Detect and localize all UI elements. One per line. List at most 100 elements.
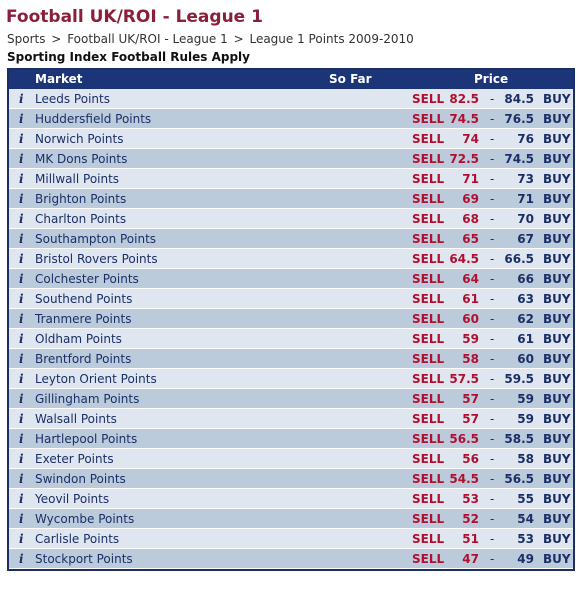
sell-button[interactable]: SELL: [412, 452, 445, 466]
info-icon[interactable]: i: [19, 132, 24, 146]
sell-button[interactable]: SELL: [412, 92, 445, 106]
info-icon[interactable]: i: [19, 512, 24, 526]
info-icon[interactable]: i: [19, 252, 24, 266]
buy-button[interactable]: BUY: [543, 332, 571, 346]
buy-button[interactable]: BUY: [543, 252, 571, 266]
info-icon[interactable]: i: [19, 392, 24, 406]
buy-button[interactable]: BUY: [543, 172, 571, 186]
breadcrumb-market[interactable]: League 1 Points 2009-2010: [249, 32, 414, 46]
sell-button[interactable]: SELL: [412, 552, 445, 566]
sell-button[interactable]: SELL: [412, 512, 445, 526]
sell-button[interactable]: SELL: [412, 532, 445, 546]
sell-button[interactable]: SELL: [412, 272, 445, 286]
buy-button[interactable]: BUY: [543, 132, 571, 146]
sell-button[interactable]: SELL: [412, 252, 445, 266]
info-icon[interactable]: i: [19, 532, 24, 546]
market-link[interactable]: Stockport Points: [35, 552, 133, 566]
breadcrumb-league[interactable]: Football UK/ROI - League 1: [67, 32, 228, 46]
buy-button[interactable]: BUY: [543, 372, 571, 386]
market-link[interactable]: Brighton Points: [35, 192, 127, 206]
info-icon[interactable]: i: [19, 352, 24, 366]
sell-button[interactable]: SELL: [412, 472, 445, 486]
buy-button[interactable]: BUY: [543, 192, 571, 206]
buy-button[interactable]: BUY: [543, 152, 571, 166]
market-link[interactable]: Oldham Points: [35, 332, 122, 346]
sell-button[interactable]: SELL: [412, 172, 445, 186]
buy-button[interactable]: BUY: [543, 92, 571, 106]
buy-button[interactable]: BUY: [543, 432, 571, 446]
price-separator: -: [490, 392, 495, 406]
sell-button[interactable]: SELL: [412, 112, 445, 126]
market-link[interactable]: Millwall Points: [35, 172, 120, 186]
buy-button[interactable]: BUY: [543, 312, 571, 326]
market-link[interactable]: Charlton Points: [35, 212, 127, 226]
breadcrumb-sports[interactable]: Sports: [7, 32, 46, 46]
market-link[interactable]: Leeds Points: [35, 92, 110, 106]
sell-button[interactable]: SELL: [412, 212, 445, 226]
sell-button[interactable]: SELL: [412, 152, 445, 166]
info-icon[interactable]: i: [19, 472, 24, 486]
buy-button[interactable]: BUY: [543, 452, 571, 466]
market-link[interactable]: Yeovil Points: [35, 492, 110, 506]
sell-button[interactable]: SELL: [412, 332, 445, 346]
market-link[interactable]: Huddersfield Points: [35, 112, 152, 126]
info-icon[interactable]: i: [19, 272, 24, 286]
info-icon[interactable]: i: [19, 292, 24, 306]
sell-button[interactable]: SELL: [412, 292, 445, 306]
buy-button[interactable]: BUY: [543, 472, 571, 486]
sell-button[interactable]: SELL: [412, 192, 445, 206]
buy-button[interactable]: BUY: [543, 232, 571, 246]
sell-button[interactable]: SELL: [412, 352, 445, 366]
sell-button[interactable]: SELL: [412, 372, 445, 386]
info-icon[interactable]: i: [19, 152, 24, 166]
sell-button[interactable]: SELL: [412, 492, 445, 506]
market-link[interactable]: MK Dons Points: [35, 152, 128, 166]
sell-button[interactable]: SELL: [412, 432, 445, 446]
info-icon[interactable]: i: [19, 372, 24, 386]
info-icon[interactable]: i: [19, 492, 24, 506]
market-link[interactable]: Swindon Points: [35, 472, 126, 486]
market-link[interactable]: Bristol Rovers Points: [35, 252, 158, 266]
sell-button[interactable]: SELL: [412, 312, 445, 326]
info-icon[interactable]: i: [19, 92, 24, 106]
buy-button[interactable]: BUY: [543, 212, 571, 226]
buy-button[interactable]: BUY: [543, 552, 571, 566]
info-icon[interactable]: i: [19, 232, 24, 246]
buy-button[interactable]: BUY: [543, 532, 571, 546]
market-link[interactable]: Hartlepool Points: [35, 432, 138, 446]
market-link[interactable]: Walsall Points: [35, 412, 117, 426]
market-link[interactable]: Southend Points: [35, 292, 133, 306]
buy-button[interactable]: BUY: [543, 352, 571, 366]
buy-button[interactable]: BUY: [543, 392, 571, 406]
market-link[interactable]: Brentford Points: [35, 352, 132, 366]
sell-button[interactable]: SELL: [412, 232, 445, 246]
buy-button[interactable]: BUY: [543, 492, 571, 506]
buy-button[interactable]: BUY: [543, 512, 571, 526]
info-icon[interactable]: i: [19, 412, 24, 426]
buy-button[interactable]: BUY: [543, 412, 571, 426]
sell-button[interactable]: SELL: [412, 132, 445, 146]
info-icon[interactable]: i: [19, 112, 24, 126]
market-link[interactable]: Southampton Points: [35, 232, 157, 246]
market-link[interactable]: Carlisle Points: [35, 532, 120, 546]
info-icon[interactable]: i: [19, 172, 24, 186]
info-icon[interactable]: i: [19, 312, 24, 326]
market-link[interactable]: Gillingham Points: [35, 392, 140, 406]
market-link[interactable]: Colchester Points: [35, 272, 139, 286]
info-icon[interactable]: i: [19, 332, 24, 346]
info-icon[interactable]: i: [19, 452, 24, 466]
sell-button[interactable]: SELL: [412, 412, 445, 426]
info-icon[interactable]: i: [19, 192, 24, 206]
info-icon[interactable]: i: [19, 552, 24, 566]
info-icon[interactable]: i: [19, 212, 24, 226]
info-icon[interactable]: i: [19, 432, 24, 446]
market-link[interactable]: Exeter Points: [35, 452, 114, 466]
buy-button[interactable]: BUY: [543, 112, 571, 126]
buy-button[interactable]: BUY: [543, 292, 571, 306]
market-link[interactable]: Tranmere Points: [35, 312, 132, 326]
market-link[interactable]: Leyton Orient Points: [35, 372, 157, 386]
sell-button[interactable]: SELL: [412, 392, 445, 406]
buy-button[interactable]: BUY: [543, 272, 571, 286]
market-link[interactable]: Norwich Points: [35, 132, 124, 146]
market-link[interactable]: Wycombe Points: [35, 512, 135, 526]
